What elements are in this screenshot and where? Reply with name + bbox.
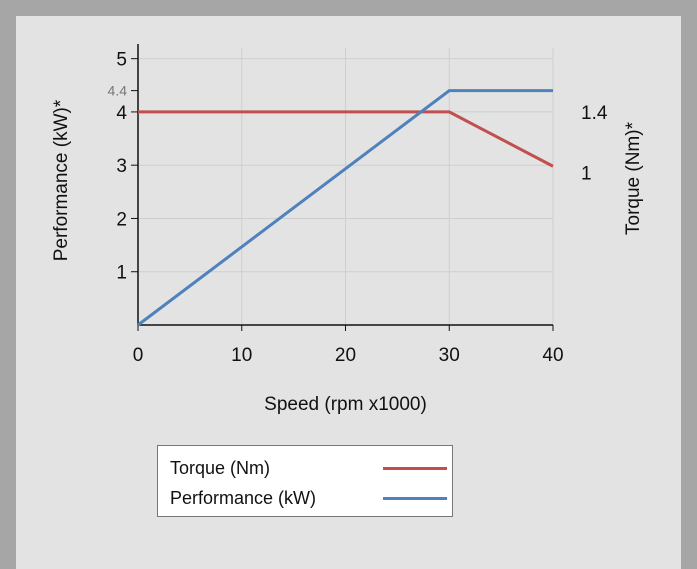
legend-label-performance: Performance (kW) xyxy=(170,487,317,508)
legend-swatch-performance xyxy=(383,497,447,500)
chart-frame: 1 2 3 4 5 4.4 0 10 20 30 40 1.4 1 Speed (rpm x1000) Pe… xyxy=(16,16,681,569)
y-tick-label-highlight: 4.4 xyxy=(108,83,128,99)
x-tick-label-20: 20 xyxy=(335,345,356,366)
x-axis-label: Speed (rpm x1000) xyxy=(264,394,427,415)
legend-swatch-torque xyxy=(383,467,447,470)
y-tick-label-4: 4 xyxy=(116,103,127,124)
legend-item-torque: Torque (Nm) xyxy=(170,456,270,480)
x-tick-label-40: 40 xyxy=(542,345,563,366)
legend-label-torque: Torque (Nm) xyxy=(170,457,271,478)
x-tick-label-30: 30 xyxy=(439,345,460,366)
series-line-1 xyxy=(137,89,553,327)
y-right-tick-label-0: 1.4 xyxy=(581,103,608,124)
y-tick-label-2: 2 xyxy=(116,209,127,230)
y-tick-label-3: 3 xyxy=(116,156,127,177)
y-axis-label-left: Performance (kW)* xyxy=(51,99,72,261)
y-tick-label-1: 1 xyxy=(116,263,127,284)
y-tick-label-5: 5 xyxy=(116,50,127,71)
chart: 1 2 3 4 5 4.4 0 10 20 30 40 1.4 1 Speed (rpm x1000) Pe… xyxy=(51,44,644,415)
x-tick-label-0: 0 xyxy=(133,345,144,366)
y-right-tick-label-1: 1 xyxy=(581,164,592,185)
series-line-0 xyxy=(138,110,554,168)
legend-item-performance: Performance (kW) xyxy=(170,486,316,510)
y-axis-label-right: Torque (Nm)* xyxy=(623,121,644,235)
x-tick-label-10: 10 xyxy=(231,345,252,366)
legend: Torque (Nm) Performance (kW) xyxy=(157,445,453,517)
